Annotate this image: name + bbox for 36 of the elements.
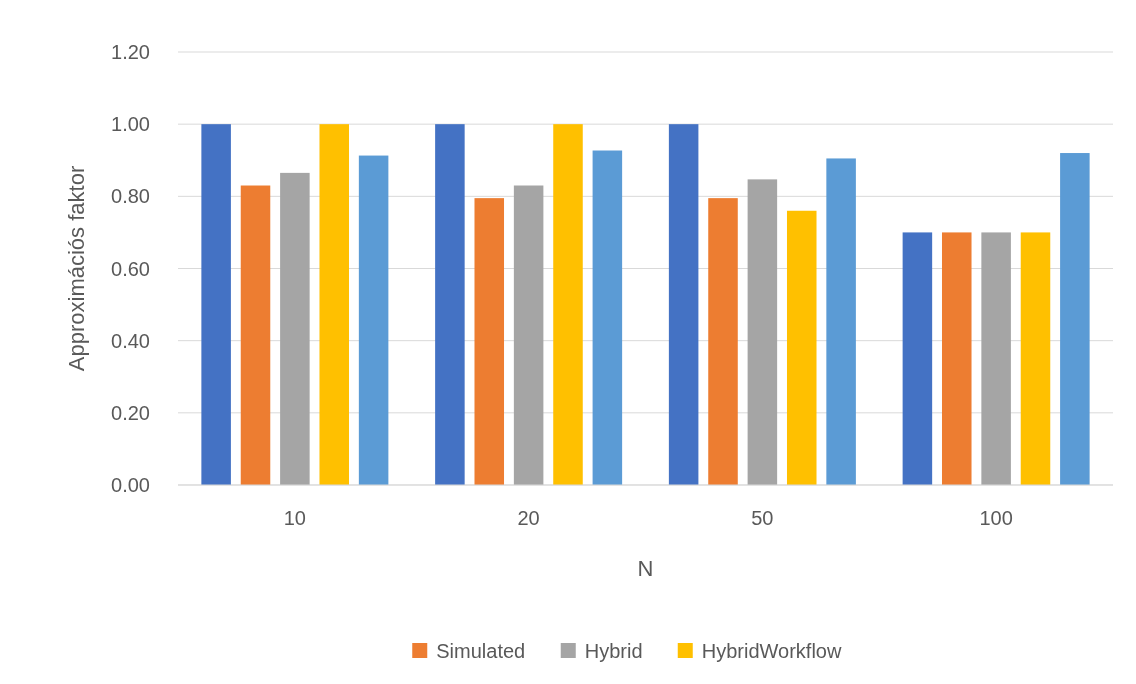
bar (902, 232, 933, 485)
legend-label: HybridWorkflow (701, 640, 842, 662)
bar (553, 124, 583, 485)
x-tick-label: 10 (283, 507, 306, 529)
y-tick-label: 0.40 (111, 329, 150, 352)
bar (358, 155, 389, 485)
bar (981, 232, 1011, 485)
bar (592, 150, 623, 485)
bar (280, 172, 310, 485)
x-axis-title: N (637, 556, 654, 581)
y-tick-label: 1.20 (111, 41, 150, 63)
bar (826, 158, 856, 485)
bar (668, 124, 699, 485)
bar (240, 185, 271, 485)
bar (1060, 153, 1090, 485)
bar (1020, 232, 1051, 485)
bar (513, 185, 544, 485)
bar (786, 210, 817, 485)
bar (941, 232, 972, 485)
y-tick-label: 0.80 (111, 185, 150, 208)
y-tick-label: 1.00 (111, 113, 150, 136)
legend-label: Hybrid (584, 640, 643, 662)
x-tick-label: 100 (979, 507, 1013, 529)
x-tick-label: 20 (517, 507, 540, 529)
bar (708, 198, 738, 485)
y-tick-label: 0.60 (111, 257, 150, 280)
bar (201, 124, 231, 485)
x-tick-label: 50 (751, 507, 774, 529)
bar (319, 124, 350, 485)
bar (435, 124, 465, 485)
bar (474, 198, 505, 485)
y-axis-title: Approximációs faktor (64, 165, 89, 372)
bar (747, 179, 778, 485)
y-tick-label: 0.00 (111, 474, 150, 496)
legend-label: Simulated (436, 640, 526, 662)
y-tick-label: 0.20 (111, 401, 150, 424)
